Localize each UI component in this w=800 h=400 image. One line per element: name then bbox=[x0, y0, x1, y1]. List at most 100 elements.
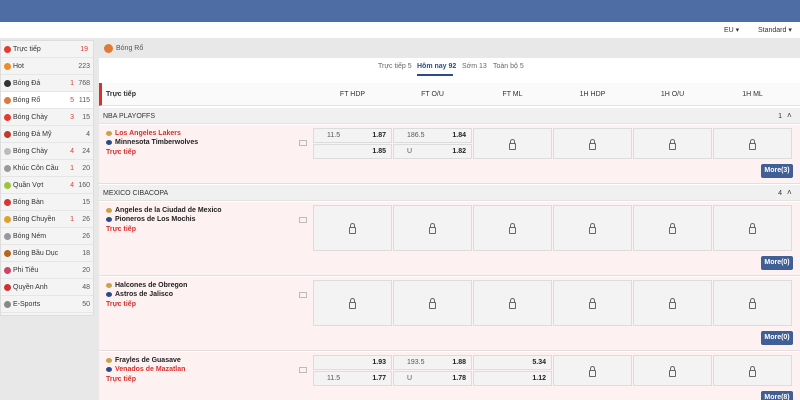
sidebar-item[interactable] bbox=[1, 143, 93, 160]
odds-cell-locked[interactable] bbox=[553, 355, 632, 386]
odds-cell-locked[interactable] bbox=[393, 280, 472, 326]
odds-cell-locked[interactable] bbox=[633, 280, 712, 326]
league-row[interactable] bbox=[99, 185, 800, 201]
sidebar-item[interactable] bbox=[1, 279, 93, 296]
view-select[interactable]: Standard ▾ bbox=[758, 27, 792, 34]
away-team: Venados de Mazatlan bbox=[115, 366, 186, 373]
odds-price: 1.87 bbox=[372, 132, 386, 139]
home-team: Frayles de Guasave bbox=[115, 357, 181, 364]
odds-cell-locked[interactable] bbox=[713, 205, 792, 251]
odds-price: 1.85 bbox=[372, 148, 386, 155]
lock-icon bbox=[748, 298, 756, 309]
league-count: 1 bbox=[778, 113, 782, 120]
home-team: Angeles de la Ciudad de Mexico bbox=[115, 207, 222, 214]
sidebar-item[interactable] bbox=[1, 92, 93, 109]
column-header: FT O/U bbox=[421, 91, 444, 98]
sidebar-item[interactable] bbox=[1, 245, 93, 262]
sidebar-item[interactable] bbox=[1, 228, 93, 245]
team-icon bbox=[106, 208, 112, 213]
odds-cell-locked[interactable] bbox=[713, 280, 792, 326]
odds-cell-locked[interactable] bbox=[473, 280, 552, 326]
team-icon bbox=[106, 367, 112, 372]
odds-format[interactable]: EU ▾ bbox=[724, 27, 740, 34]
odds-cell[interactable] bbox=[393, 371, 472, 386]
sidebar-item[interactable] bbox=[1, 126, 93, 143]
live-count: 1 bbox=[70, 216, 74, 223]
stats-icon[interactable] bbox=[299, 292, 307, 298]
odds-price: 1.78 bbox=[452, 375, 466, 382]
away-team: Astros de Jalisco bbox=[115, 291, 173, 298]
section-title: Bóng Rổ bbox=[116, 45, 144, 52]
more-button[interactable]: More(0) bbox=[761, 331, 793, 345]
odds-price: 1.77 bbox=[372, 375, 386, 382]
total-count: 24 bbox=[82, 148, 90, 155]
stats-icon[interactable] bbox=[299, 217, 307, 223]
sidebar-item[interactable] bbox=[1, 75, 93, 92]
tab[interactable]: Hôm nay 92 bbox=[417, 63, 457, 70]
more-button[interactable]: More(3) bbox=[761, 164, 793, 178]
sport-icon bbox=[4, 80, 11, 87]
odds-cell-locked[interactable] bbox=[713, 128, 792, 159]
tab[interactable]: Trực tiếp 5 bbox=[378, 63, 412, 70]
odds-cell-locked[interactable] bbox=[473, 128, 552, 159]
more-button[interactable]: More(8) bbox=[761, 391, 793, 400]
sport-name: Quyền Anh bbox=[13, 284, 48, 291]
odds-cell[interactable] bbox=[313, 128, 392, 143]
total-count: 26 bbox=[82, 233, 90, 240]
odds-cell-locked[interactable] bbox=[713, 355, 792, 386]
odds-cell[interactable] bbox=[393, 144, 472, 159]
match-status: Trực tiếp bbox=[106, 301, 136, 308]
sub-bar bbox=[0, 22, 800, 38]
sidebar-item[interactable] bbox=[1, 211, 93, 228]
sport-name: Quần Vợt bbox=[13, 182, 44, 189]
sidebar-item[interactable] bbox=[1, 58, 93, 75]
more-button[interactable]: More(0) bbox=[761, 256, 793, 270]
odds-cell[interactable] bbox=[313, 371, 392, 386]
sidebar-item[interactable] bbox=[1, 262, 93, 279]
stats-icon[interactable] bbox=[299, 367, 307, 373]
odds-cell-locked[interactable] bbox=[633, 128, 712, 159]
live-count: 5 bbox=[70, 97, 74, 104]
stats-icon[interactable] bbox=[299, 140, 307, 146]
sport-name: Bóng Bầu Dục bbox=[13, 250, 59, 257]
odds-cell[interactable] bbox=[473, 371, 552, 386]
live-count: 19 bbox=[80, 46, 88, 53]
league-row[interactable] bbox=[99, 108, 800, 124]
sidebar-item[interactable] bbox=[1, 41, 93, 58]
odds-cell-locked[interactable] bbox=[313, 280, 392, 326]
odds-cell-locked[interactable] bbox=[393, 205, 472, 251]
total-count: 15 bbox=[82, 199, 90, 206]
odds-cell-locked[interactable] bbox=[473, 205, 552, 251]
sidebar-item[interactable] bbox=[1, 109, 93, 126]
odds-cell-locked[interactable] bbox=[633, 205, 712, 251]
odds-cell-locked[interactable] bbox=[553, 128, 632, 159]
chevron: ˄ bbox=[787, 111, 792, 120]
sidebar-item[interactable] bbox=[1, 177, 93, 194]
column-header: FT HDP bbox=[339, 91, 366, 98]
odds-cell-locked[interactable] bbox=[633, 355, 712, 386]
tab[interactable]: Sớm 13 bbox=[462, 63, 487, 70]
tab[interactable]: Toàn bộ 5 bbox=[493, 63, 524, 70]
sport-name: Bóng Chày bbox=[13, 114, 48, 121]
odds-cell[interactable] bbox=[473, 355, 552, 370]
odds-price: 1.84 bbox=[452, 132, 466, 139]
odds-cell[interactable] bbox=[393, 128, 472, 143]
lock-icon bbox=[508, 138, 516, 150]
view-label: Standard bbox=[758, 27, 787, 34]
column-header: 1H HDP bbox=[579, 91, 606, 98]
odds-cell[interactable] bbox=[393, 355, 472, 370]
odds-cell-locked[interactable] bbox=[553, 280, 632, 326]
sidebar-item[interactable] bbox=[1, 296, 93, 313]
lock-icon bbox=[588, 223, 596, 234]
sport-icon bbox=[4, 165, 11, 172]
odds-cell[interactable] bbox=[313, 144, 392, 159]
sport-icon bbox=[4, 63, 11, 70]
team-icon bbox=[106, 217, 112, 222]
lock-icon bbox=[748, 365, 756, 377]
odds-cell-locked[interactable] bbox=[313, 205, 392, 251]
total-count: 20 bbox=[82, 267, 90, 274]
sidebar-item[interactable] bbox=[1, 194, 93, 211]
sidebar-item[interactable] bbox=[1, 160, 93, 177]
odds-cell-locked[interactable] bbox=[553, 205, 632, 251]
odds-cell[interactable] bbox=[313, 355, 392, 370]
